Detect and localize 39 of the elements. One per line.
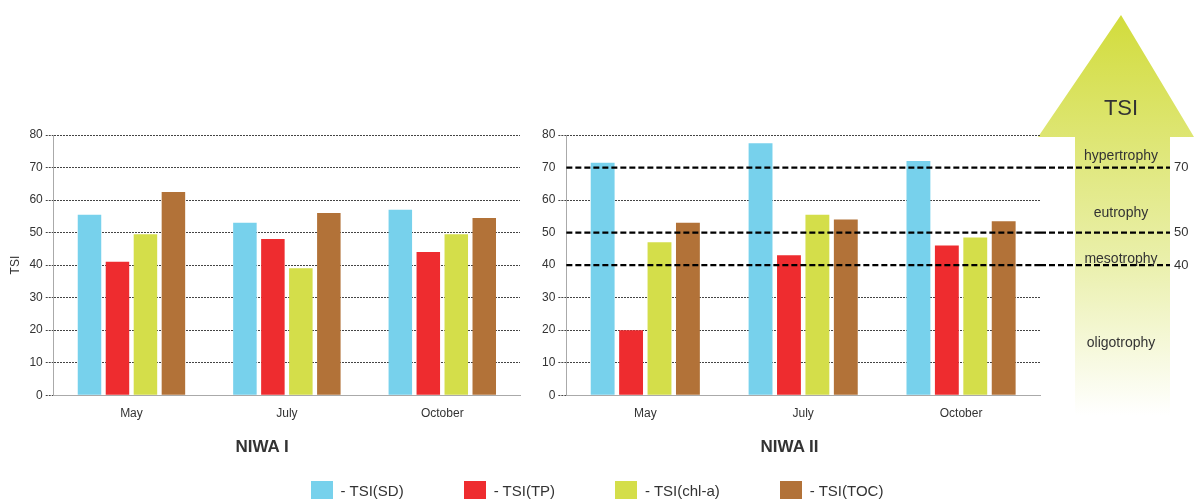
y-tick-label: 70: [541, 159, 556, 174]
text: NIWA II: [760, 437, 819, 457]
text: TSI: [1102, 95, 1140, 121]
ref-line-label: 70: [1174, 159, 1189, 175]
legend-label: - TSI(TP): [493, 481, 556, 499]
y-tick-label: 0: [548, 387, 556, 402]
y-tick-label: 50: [29, 224, 44, 239]
x-tick-label: July: [792, 405, 814, 420]
text: mesotrophy: [1083, 250, 1159, 266]
y-tick-label: 10: [29, 354, 44, 369]
y-tick-label: 50: [541, 224, 556, 239]
y-tick-label: 80: [29, 127, 44, 142]
legend-label: - TSI(SD): [340, 481, 404, 499]
y-tick-label: 20: [541, 322, 556, 337]
y-tick-label: 0: [36, 387, 44, 402]
y-tick-label: 80: [541, 127, 556, 142]
y-tick-label: 60: [541, 192, 556, 207]
y-tick-label: 60: [29, 192, 44, 207]
x-tick-label: October: [939, 405, 983, 420]
x-tick-label: May: [120, 405, 143, 420]
y-tick-label: 30: [541, 289, 556, 304]
x-tick-label: May: [633, 405, 657, 420]
text: oligotrophy: [1085, 334, 1157, 350]
legend-label: - TSI(TOC): [809, 481, 884, 499]
ref-line-label: 50: [1174, 224, 1189, 240]
text: eutrophy: [1092, 204, 1150, 220]
y-axis-title: TSI: [7, 255, 22, 275]
y-tick-label: 30: [29, 289, 44, 304]
legend-label: - TSI(chl-a): [645, 481, 720, 499]
y-tick-label: 70: [29, 159, 44, 174]
ref-line-label: 40: [1174, 256, 1189, 272]
y-tick-label: 40: [541, 257, 556, 272]
text: NIWA I: [235, 437, 289, 457]
x-tick-label: July: [276, 405, 298, 420]
text: hypertrophy: [1083, 147, 1159, 163]
y-tick-label: 40: [29, 257, 44, 272]
y-tick-label: 20: [29, 322, 44, 337]
y-tick-label: 10: [541, 354, 556, 369]
x-tick-label: October: [420, 405, 464, 420]
